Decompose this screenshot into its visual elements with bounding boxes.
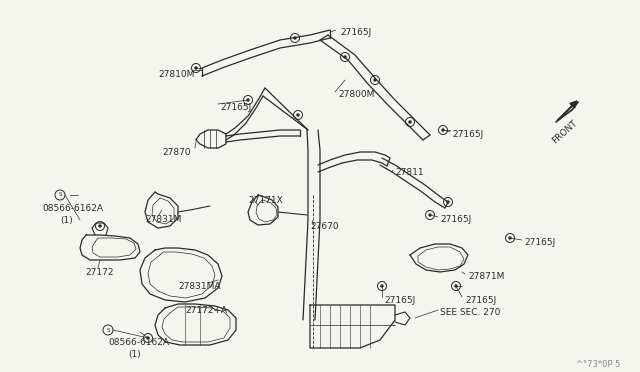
Text: (1): (1): [60, 216, 73, 225]
Circle shape: [374, 79, 376, 81]
Text: 27810M: 27810M: [158, 70, 195, 79]
Text: 08566-6162A: 08566-6162A: [108, 338, 169, 347]
Text: 27800M: 27800M: [338, 90, 374, 99]
Text: 27172: 27172: [85, 268, 113, 277]
Text: 27165J: 27165J: [465, 296, 496, 305]
Text: 27165J: 27165J: [440, 215, 471, 224]
Circle shape: [447, 201, 449, 203]
Text: 27811: 27811: [395, 168, 424, 177]
Text: 27172+A: 27172+A: [185, 306, 227, 315]
Text: SEE SEC. 270: SEE SEC. 270: [440, 308, 500, 317]
Circle shape: [442, 129, 444, 131]
Circle shape: [429, 214, 431, 216]
Text: 27831M: 27831M: [145, 215, 181, 224]
Text: 27165J: 27165J: [220, 103, 252, 112]
Circle shape: [195, 67, 197, 69]
Text: 27165J: 27165J: [384, 296, 415, 305]
Circle shape: [381, 285, 383, 287]
Circle shape: [294, 37, 296, 39]
Text: 27831MA: 27831MA: [178, 282, 221, 291]
Text: (1): (1): [128, 350, 141, 359]
Circle shape: [147, 337, 149, 339]
Circle shape: [344, 56, 346, 58]
Text: FRONT: FRONT: [550, 118, 579, 145]
Text: 27165J: 27165J: [340, 28, 371, 37]
Text: 27871M: 27871M: [468, 272, 504, 281]
Circle shape: [455, 285, 457, 287]
Text: 27171X: 27171X: [248, 196, 283, 205]
Text: ^°73*0P 5: ^°73*0P 5: [575, 360, 620, 369]
Text: S: S: [58, 192, 61, 198]
Circle shape: [247, 99, 249, 101]
Text: 27670: 27670: [310, 222, 339, 231]
Circle shape: [297, 114, 300, 116]
Circle shape: [509, 237, 511, 239]
Text: 08566-6162A: 08566-6162A: [42, 204, 103, 213]
Circle shape: [409, 121, 412, 123]
Text: 27165J: 27165J: [524, 238, 556, 247]
Text: S: S: [106, 327, 109, 333]
Text: 27165J: 27165J: [452, 130, 483, 139]
Circle shape: [99, 225, 101, 227]
Text: 27870: 27870: [162, 148, 191, 157]
